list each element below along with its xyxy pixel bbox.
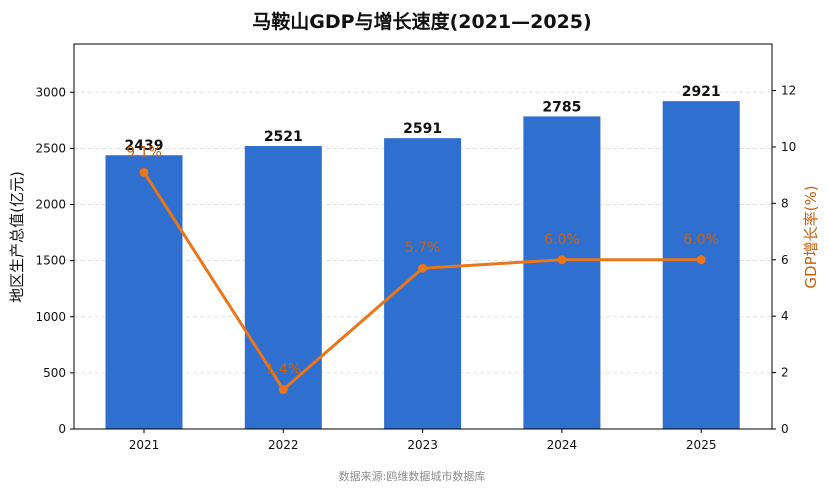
growth-point-2021: [139, 167, 149, 177]
bar-value-labels: 2439 2521 2591 2785 2921: [125, 84, 721, 154]
bar-2024: [523, 116, 601, 430]
right-tick-label: 10: [781, 140, 796, 154]
right-tick-label: 6: [781, 253, 789, 267]
x-axis: 2021 2022 2023 2024 2025: [129, 429, 717, 452]
x-tick-label: 2024: [547, 438, 578, 452]
x-tick-label: 2025: [686, 438, 717, 452]
right-y-axis: 0 2 4 6 8 10 12: [772, 84, 796, 436]
growth-rate-label: 6.0%: [544, 232, 580, 248]
x-tick-label: 2023: [407, 438, 438, 452]
data-source-note: 数据来源:鸥维数据城市数据库: [339, 469, 486, 483]
bar-series: [105, 101, 740, 430]
bar-value-label: 2439: [125, 138, 164, 154]
bar-2022: [244, 146, 322, 429]
growth-rate-label: 6.0%: [683, 232, 719, 248]
bar-value-label: 2785: [542, 99, 581, 115]
left-axis-title: 地区生产总值(亿元): [8, 171, 26, 303]
chart-title: 马鞍山GDP与增长速度(2021—2025): [252, 10, 591, 33]
left-tick-label: 3000: [35, 85, 66, 99]
bar-value-label: 2521: [264, 129, 303, 145]
growth-point-2023: [418, 263, 428, 273]
right-tick-label: 2: [781, 366, 789, 380]
growth-rate-labels: 9.1% 1.4% 5.7% 6.0% 6.0%: [126, 144, 719, 377]
growth-rate-label: 5.7%: [405, 240, 441, 256]
bar-2021: [105, 155, 183, 430]
growth-point-2024: [557, 255, 567, 265]
left-tick-label: 2000: [35, 198, 66, 212]
x-tick-label: 2022: [268, 438, 299, 452]
left-tick-label: 2500: [35, 141, 66, 155]
growth-rate-label: 1.4%: [266, 362, 302, 378]
growth-rate-label: 9.1%: [126, 144, 162, 160]
right-tick-label: 12: [781, 84, 796, 98]
left-tick-label: 1500: [35, 254, 66, 268]
left-tick-label: 500: [43, 366, 66, 380]
bar-2025: [662, 101, 740, 429]
x-tick-label: 2021: [129, 438, 160, 452]
growth-point-2022: [278, 385, 288, 395]
left-y-axis: 0 500 1000 1500 2000 2500 3000: [35, 85, 74, 436]
right-tick-label: 0: [781, 422, 789, 436]
bar-value-label: 2591: [403, 121, 442, 137]
right-tick-label: 8: [781, 196, 789, 210]
right-tick-label: 4: [781, 309, 789, 323]
left-tick-label: 1000: [35, 310, 66, 324]
bar-value-label: 2921: [682, 84, 721, 100]
right-axis-title: GDP增长率(%): [802, 185, 820, 288]
growth-point-2025: [696, 255, 706, 265]
growth-line-series: [139, 167, 706, 395]
left-tick-label: 0: [58, 422, 66, 436]
bar-2023: [384, 138, 462, 429]
